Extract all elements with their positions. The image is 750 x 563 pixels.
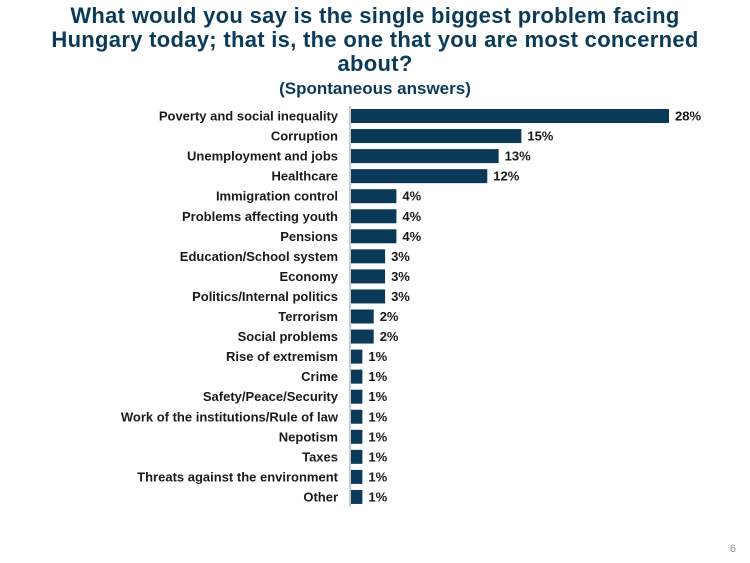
bar	[351, 369, 363, 384]
category-label: Unemployment and jobs	[187, 149, 338, 164]
category-label: Corruption	[271, 129, 338, 144]
data-label: 2%	[380, 309, 399, 324]
bar	[351, 149, 499, 164]
category-label: Problems affecting youth	[182, 209, 338, 224]
category-label: Politics/Internal politics	[192, 289, 338, 304]
category-label: Nepotism	[279, 429, 338, 444]
category-label: Pensions	[280, 229, 338, 244]
category-label: Terrorism	[278, 309, 338, 324]
data-label: 1%	[368, 409, 387, 424]
data-label: 1%	[368, 469, 387, 484]
bar	[351, 409, 363, 424]
bar	[351, 109, 669, 123]
data-label: 12%	[493, 169, 519, 184]
bar	[351, 129, 522, 144]
category-label: Immigration control	[216, 189, 338, 204]
data-label: 2%	[380, 329, 399, 344]
bar	[351, 169, 488, 184]
chart-subtitle: (Spontaneous answers)	[279, 79, 471, 98]
data-label: 13%	[505, 149, 531, 164]
data-label: 3%	[391, 249, 410, 264]
category-label: Healthcare	[272, 169, 338, 184]
bar	[351, 249, 386, 264]
bar	[351, 229, 397, 244]
bar	[351, 269, 386, 284]
chart-title: What would you say is the single biggest…	[51, 3, 699, 76]
page-number: 6	[729, 543, 736, 555]
bar	[351, 489, 363, 504]
category-label: Social problems	[238, 329, 338, 344]
bar	[351, 289, 386, 304]
title-block: What would you say is the single biggest…	[0, 4, 750, 100]
category-label: Crime	[301, 369, 338, 384]
data-label: 4%	[402, 229, 421, 244]
bar	[351, 469, 363, 484]
category-label: Taxes	[302, 449, 338, 464]
category-label: Economy	[279, 269, 338, 284]
data-label: 3%	[391, 289, 410, 304]
category-label: Work of the institutions/Rule of law	[121, 409, 339, 424]
data-label: 1%	[368, 429, 387, 444]
category-label: Poverty and social inequality	[159, 109, 339, 124]
bar	[351, 329, 374, 344]
data-label: 4%	[402, 209, 421, 224]
data-label: 1%	[368, 449, 387, 464]
category-label: Education/School system	[180, 249, 338, 264]
data-label: 4%	[402, 189, 421, 204]
data-label: 3%	[391, 269, 410, 284]
bar	[351, 309, 374, 324]
category-label: Rise of extremism	[226, 349, 338, 364]
data-label: 1%	[368, 349, 387, 364]
bar	[351, 389, 363, 404]
bar	[351, 209, 397, 224]
data-label: 1%	[368, 389, 387, 404]
data-label: 1%	[368, 369, 387, 384]
category-label: Threats against the environment	[137, 469, 338, 484]
bar	[351, 449, 363, 464]
data-label: 1%	[368, 489, 387, 504]
data-label: 28%	[675, 109, 701, 124]
data-label: 15%	[527, 129, 553, 144]
bar	[351, 349, 363, 364]
category-label: Safety/Peace/Security	[203, 389, 339, 404]
bar	[351, 189, 397, 204]
bar	[351, 429, 363, 444]
category-label: Other	[303, 489, 338, 504]
